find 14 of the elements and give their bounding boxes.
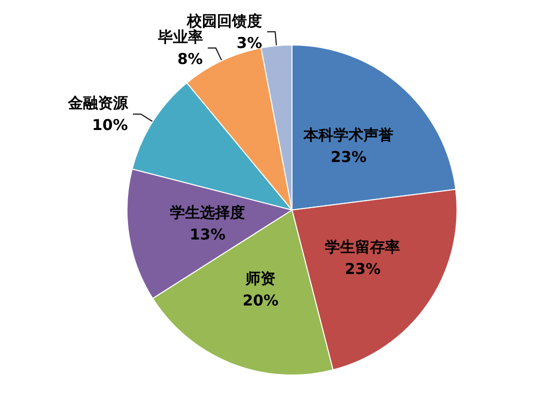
data-label: 20% — [242, 291, 278, 310]
slice-label: 学生留存率 — [325, 238, 400, 256]
slice-label: 金融资源 — [66, 94, 129, 112]
slice-label: 师资 — [244, 269, 276, 288]
data-label: 23% — [330, 148, 366, 166]
data-label: 23% — [344, 260, 381, 278]
slice-label: 学生选择度 — [170, 203, 246, 222]
data-label: 13% — [190, 225, 226, 244]
data-label: 10% — [92, 116, 128, 134]
slice-label: 本科学术声誉 — [302, 126, 394, 144]
data-label: 3% — [236, 34, 262, 52]
data-label: 8% — [177, 50, 203, 68]
slice-label: 校园回馈度 — [186, 12, 262, 30]
slice-label: 毕业率 — [156, 28, 203, 46]
